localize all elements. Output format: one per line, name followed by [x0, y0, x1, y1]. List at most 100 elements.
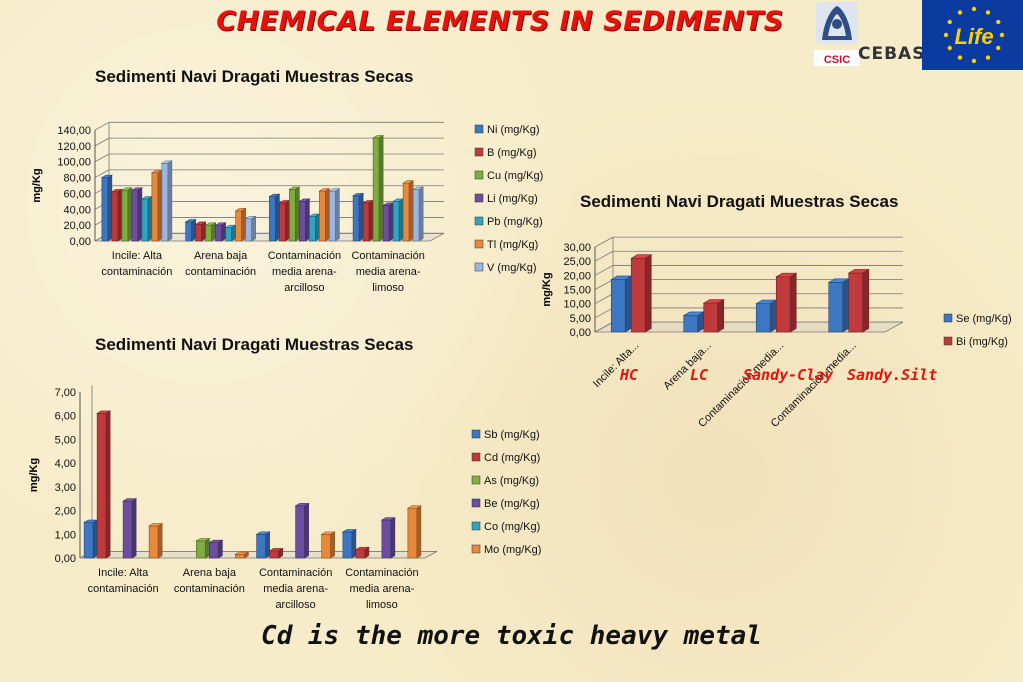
bar-side: [315, 213, 320, 242]
bar-front: [630, 258, 646, 333]
gridline-side: [94, 121, 110, 131]
bar-front: [151, 172, 159, 242]
bar: [318, 188, 331, 242]
bar: [341, 528, 357, 559]
bar-side: [278, 547, 283, 559]
legend-label: Sb (mg/Kg): [484, 429, 540, 441]
y-tick-label: 0,00: [570, 327, 591, 339]
bar: [234, 551, 250, 559]
bar-side: [842, 278, 850, 333]
legend-label: Cu (mg/Kg): [487, 170, 543, 182]
bar: [120, 187, 133, 242]
legend-label: Be (mg/Kg): [484, 498, 540, 510]
bar: [208, 539, 224, 559]
bar-side: [211, 222, 216, 242]
bar-side: [127, 187, 133, 242]
eu-star-icon: [971, 6, 977, 12]
y-tick-label: 25,00: [563, 256, 591, 268]
x-tick-label: limoso: [372, 282, 404, 294]
bar: [392, 198, 405, 242]
eu-star-icon: [957, 55, 963, 60]
bar: [320, 531, 336, 559]
legend-label: As (mg/Kg): [484, 475, 539, 487]
bar: [83, 519, 99, 559]
legend-swatch: [471, 544, 481, 554]
bar-side: [218, 539, 223, 559]
bar-side: [105, 410, 111, 559]
bar: [160, 160, 173, 242]
bar: [412, 186, 425, 242]
legend-swatch: [474, 262, 484, 272]
bar-front: [372, 137, 380, 242]
bar-front: [329, 190, 336, 242]
bar-front: [279, 202, 286, 242]
bar-side: [285, 200, 290, 242]
x-tick-label: media arena-: [356, 266, 421, 278]
bar-front: [299, 201, 306, 242]
bar-front: [775, 276, 791, 333]
bar: [288, 186, 301, 242]
chart-title: Sedimenti Navi Dragati Muestras Secas: [580, 192, 898, 211]
legend-swatch: [471, 521, 481, 531]
y-tick-label: 40,00: [63, 204, 91, 216]
bar-side: [330, 531, 335, 559]
bar-side: [107, 174, 113, 242]
bar: [352, 192, 365, 242]
bar: [140, 196, 153, 242]
bar: [278, 200, 291, 242]
bar: [244, 215, 257, 242]
bar: [308, 213, 321, 242]
legend-swatch: [471, 452, 481, 462]
bar-front: [161, 163, 169, 242]
bar-front: [703, 302, 719, 333]
bar-side: [769, 299, 777, 333]
legend-label: Cd (mg/Kg): [484, 452, 540, 464]
bar-side: [416, 505, 422, 559]
eu-star-icon: [996, 45, 1001, 51]
bar-front: [196, 540, 206, 559]
gridline-side: [94, 169, 110, 178]
chart-2: Sedimenti Navi Dragati Muestras Secas 0,0…: [28, 335, 541, 611]
bar: [195, 537, 211, 559]
bar-side: [325, 188, 330, 242]
y-tick-label: 20,00: [563, 270, 591, 282]
bar-front: [245, 218, 252, 242]
bar-side: [644, 254, 652, 333]
bar: [380, 517, 396, 559]
life-logo-text: Life: [954, 24, 993, 49]
bar-side: [241, 207, 246, 242]
gridline-side: [94, 137, 110, 147]
bar: [184, 219, 197, 242]
bar: [204, 222, 217, 242]
bar-front: [610, 279, 626, 333]
bar: [224, 224, 237, 242]
bar-front: [148, 525, 159, 559]
x-tick-label: Contaminación: [268, 250, 341, 262]
y-tick-label: 15,00: [563, 285, 591, 297]
y-tick-label: 120,00: [57, 141, 91, 153]
y-tick-label: 7,00: [55, 387, 76, 399]
legend-swatch: [474, 147, 484, 157]
bar-front: [321, 533, 331, 559]
bar-front: [309, 216, 316, 242]
x-tick-label: Incile: Alta: [112, 250, 163, 262]
bar-front: [392, 201, 400, 242]
bar-front: [83, 522, 94, 559]
bar-front: [101, 177, 109, 242]
bar-front: [209, 542, 219, 559]
bar-front: [185, 221, 192, 242]
bar-side: [275, 193, 280, 242]
eu-star-icon: [996, 19, 1001, 25]
bar-side: [265, 531, 270, 559]
legend-label: Mo (mg/Kg): [484, 544, 541, 556]
y-tick-label: 100,00: [57, 157, 91, 169]
y-tick-label: 140,00: [57, 125, 91, 137]
y-tick-label: 6,00: [55, 411, 76, 423]
x-tick-label: Arena baja: [183, 567, 237, 579]
eu-star-icon: [947, 45, 952, 51]
y-tick-label: 0,00: [55, 553, 76, 565]
legend-swatch: [943, 336, 953, 346]
eu-star-icon: [985, 55, 991, 60]
eu-star-icon: [999, 32, 1005, 38]
y-tick-label: 5,00: [55, 434, 76, 446]
